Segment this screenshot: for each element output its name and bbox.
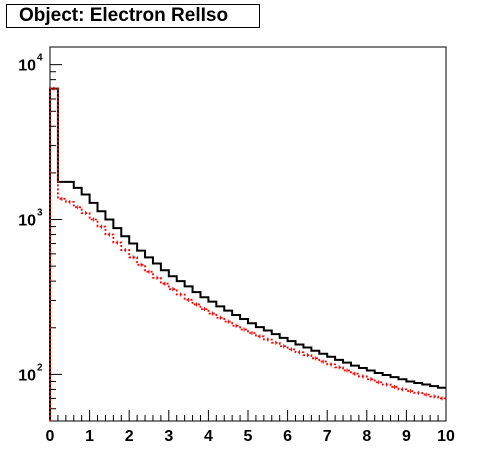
- x-tick-label: 4: [204, 428, 213, 445]
- x-tick-label: 3: [164, 428, 173, 445]
- x-tick-label: 1: [85, 428, 94, 445]
- x-tick-label: 0: [46, 428, 55, 445]
- x-tick-label: 10: [437, 428, 455, 445]
- chart-title: Object: Electron RelIso: [6, 4, 260, 28]
- y-tick-label: 10: [18, 367, 36, 384]
- x-tick-label: 9: [402, 428, 411, 445]
- x-tick-label: 7: [323, 428, 332, 445]
- y-tick-label: 10: [18, 213, 36, 230]
- x-tick-label: 8: [362, 428, 371, 445]
- x-tick-label: 5: [244, 428, 253, 445]
- y-tick-exponent: 2: [37, 362, 43, 373]
- histogram-black-series: [49, 87, 446, 421]
- histogram-red-series: [49, 87, 446, 421]
- y-tick-exponent: 3: [37, 208, 43, 219]
- y-tick-label: 10: [18, 58, 36, 75]
- y-tick-exponent: 4: [37, 53, 43, 64]
- x-tick-label: 2: [125, 428, 134, 445]
- x-tick-label: 6: [283, 428, 292, 445]
